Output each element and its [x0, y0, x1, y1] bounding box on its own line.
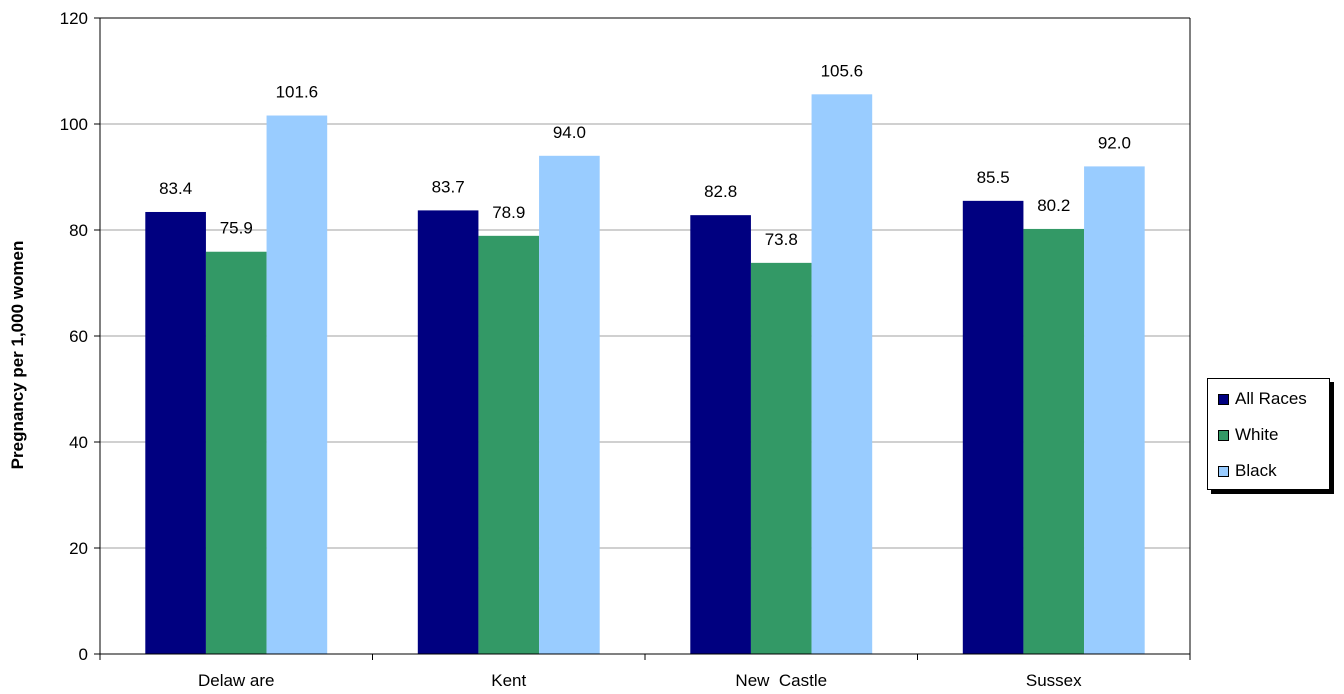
bar [1023, 228, 1085, 654]
bar [962, 200, 1024, 654]
legend-item-all-races: All Races [1218, 389, 1307, 409]
legend-swatch-all-races [1218, 393, 1229, 405]
data-label: 78.9 [492, 203, 525, 222]
y-axis-label: Pregnancy per 1,000 women [8, 241, 27, 470]
legend: All Races White Black [1207, 378, 1330, 490]
data-label: 94.0 [553, 123, 586, 142]
bar [145, 211, 206, 655]
x-tick-label: Delaw are [198, 671, 275, 690]
bar [1084, 166, 1145, 654]
x-tick-label: New Castle [735, 671, 827, 690]
y-tick-label: 20 [69, 539, 88, 558]
legend-swatch-white [1218, 429, 1229, 441]
data-label: 83.7 [432, 177, 465, 196]
x-tick-label: Sussex [1026, 671, 1082, 690]
y-tick-label: 60 [69, 327, 88, 346]
bar [417, 210, 479, 654]
legend-label-all-races: All Races [1235, 389, 1307, 408]
legend-label-white: White [1235, 425, 1279, 444]
bar [266, 115, 328, 654]
legend-item-white: White [1218, 425, 1278, 445]
data-label: 73.8 [765, 230, 798, 249]
legend-label-black: Black [1235, 461, 1277, 480]
data-label: 105.6 [821, 61, 864, 80]
data-label: 101.6 [276, 83, 319, 102]
data-label: 80.2 [1037, 196, 1070, 215]
x-tick-label: Kent [491, 671, 526, 690]
y-tick-label: 40 [69, 433, 88, 452]
legend-item-black: Black [1218, 461, 1277, 481]
y-tick-label: 80 [69, 221, 88, 240]
data-label: 92.0 [1098, 133, 1131, 152]
bar [478, 235, 540, 654]
legend-swatch-black [1218, 465, 1229, 477]
data-label: 83.4 [159, 179, 192, 198]
bar [539, 155, 600, 655]
data-label: 82.8 [704, 182, 737, 201]
bar [811, 94, 873, 654]
y-tick-label: 100 [60, 115, 88, 134]
bar [750, 262, 812, 654]
y-tick-label: 0 [79, 645, 88, 664]
bar [205, 251, 267, 655]
bar [690, 215, 751, 654]
data-label: 75.9 [220, 219, 253, 238]
y-tick-label: 120 [60, 9, 88, 28]
data-label: 85.5 [977, 168, 1010, 187]
